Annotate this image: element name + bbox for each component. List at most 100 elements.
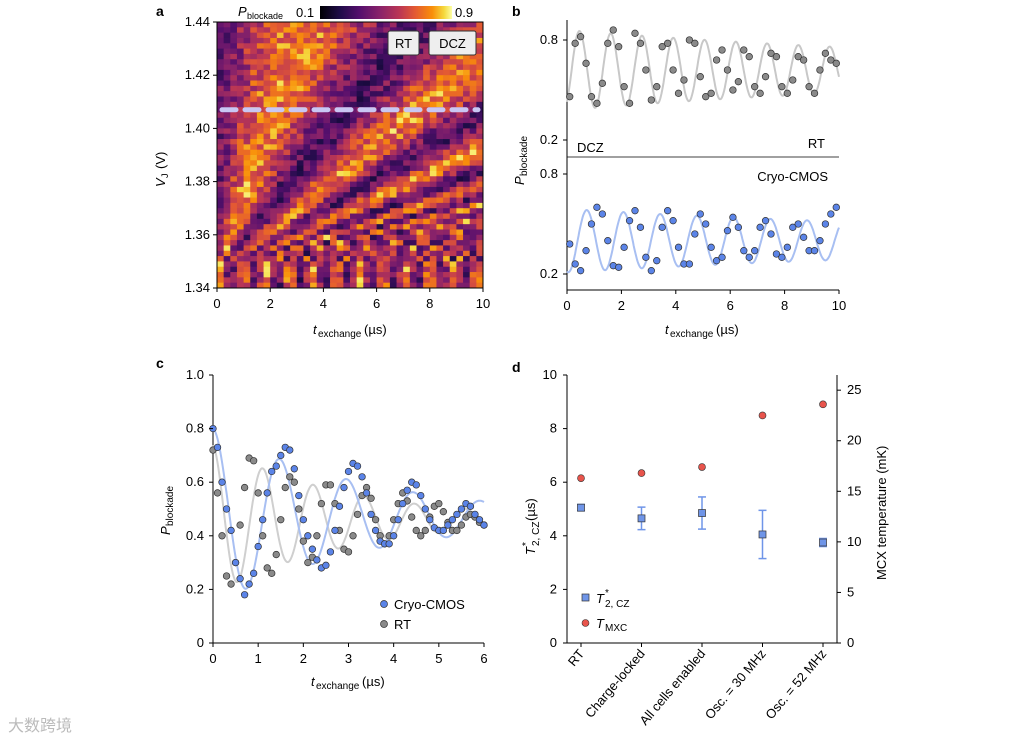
heatmap-cell — [363, 229, 371, 236]
heatmap-cell — [403, 282, 411, 289]
heatmap-cell — [409, 176, 417, 182]
c-ytick-label: 1.0 — [186, 367, 204, 382]
heatmap-cell — [283, 48, 291, 55]
heatmap-cell — [283, 22, 291, 28]
heatmap-cell — [343, 59, 351, 65]
heatmap-cell — [436, 250, 444, 257]
heatmap-cell — [383, 144, 391, 151]
a-xtick-label: 2 — [267, 296, 274, 311]
heatmap-cell — [330, 128, 338, 135]
heatmap-cell — [443, 213, 451, 220]
heatmap-cell — [263, 240, 271, 246]
heatmap-cell — [243, 208, 251, 214]
heatmap-cell — [369, 48, 377, 55]
heatmap-cell — [223, 80, 231, 87]
heatmap-cell — [250, 266, 258, 273]
heatmap-cell — [330, 192, 338, 198]
heatmap-cell — [403, 149, 411, 156]
heatmap-cell — [476, 128, 484, 135]
heatmap-cell — [263, 277, 271, 284]
heatmap-cell — [316, 160, 324, 167]
heatmap-cell — [409, 91, 417, 97]
heatmap-cell — [316, 229, 324, 236]
heatmap-cell — [436, 170, 444, 177]
heatmap-cell — [250, 144, 258, 151]
heatmap-cell — [429, 170, 437, 177]
a-xlabel-sub: exchange — [318, 329, 362, 340]
heatmap-cell — [403, 59, 411, 65]
heatmap-cell — [310, 85, 318, 92]
b-bottom-point — [620, 243, 628, 251]
heatmap-cell — [303, 250, 311, 257]
heatmap-cell — [343, 101, 351, 108]
heatmap-cell — [336, 261, 344, 268]
heatmap-cell — [403, 64, 411, 71]
heatmap-cell — [416, 266, 424, 273]
heatmap-cell — [369, 186, 377, 193]
heatmap-cell — [476, 27, 484, 34]
heatmap-cell — [316, 272, 324, 278]
heatmap-cell — [356, 101, 364, 108]
c-point-rt — [259, 532, 267, 540]
heatmap-cell — [310, 197, 318, 204]
b-ytick-label: 0.2 — [540, 266, 558, 281]
heatmap-cell — [463, 261, 471, 268]
heatmap-cell — [250, 128, 258, 135]
c-point-rt — [286, 473, 294, 481]
heatmap-cell — [463, 144, 471, 151]
heatmap-cell — [429, 27, 437, 34]
heatmap-cell — [396, 181, 404, 188]
heatmap-cell — [409, 112, 417, 119]
heatmap-cell — [403, 133, 411, 140]
heatmap-cell — [276, 155, 284, 161]
heatmap-cell — [236, 202, 244, 209]
heatmap-cell — [443, 234, 451, 241]
heatmap-cell — [250, 85, 258, 92]
heatmap-cell — [263, 165, 271, 172]
heatmap-cell — [409, 170, 417, 177]
heatmap-cell — [389, 53, 397, 60]
heatmap-cell — [443, 186, 451, 193]
heatmap-cell — [350, 123, 358, 129]
heatmap-cell — [263, 149, 271, 156]
heatmap-cell — [356, 53, 364, 60]
heatmap-cell — [443, 69, 451, 76]
heatmap-cell — [263, 208, 271, 214]
heatmap-cell — [323, 181, 331, 188]
b-top-point — [712, 56, 721, 64]
heatmap-cell — [396, 85, 404, 92]
heatmap-cell — [350, 256, 358, 262]
a-ylabel-main: V — [153, 177, 168, 187]
heatmap-cell — [403, 250, 411, 257]
heatmap-cell — [429, 266, 437, 273]
heatmap-cell — [236, 96, 244, 103]
heatmap-cell — [243, 165, 251, 172]
heatmap-cell — [350, 37, 358, 44]
heatmap-cell — [303, 272, 311, 278]
heatmap-cell — [217, 160, 225, 167]
heatmap-cell — [456, 224, 464, 230]
c-point-rt — [371, 516, 380, 524]
heatmap-cell — [449, 128, 457, 135]
heatmap-cell — [310, 128, 318, 135]
heatmap-cell — [310, 245, 318, 252]
heatmap-cell — [416, 186, 424, 193]
heatmap-cell — [323, 139, 331, 145]
heatmap-cell — [449, 117, 457, 124]
b-bottom-point — [691, 230, 699, 238]
heatmap-cell — [356, 186, 364, 193]
heatmap-cell — [250, 208, 258, 214]
heatmap-cell — [476, 272, 484, 278]
heatmap-cell — [310, 192, 318, 198]
heatmap-cell — [290, 32, 298, 39]
heatmap-cell — [223, 192, 231, 198]
heatmap-cell — [449, 155, 457, 161]
heatmap-cell — [243, 96, 251, 103]
heatmap-cell — [416, 128, 424, 135]
b-bottom-point — [767, 230, 775, 238]
heatmap-cell — [217, 149, 225, 156]
heatmap-cell — [263, 48, 271, 55]
heatmap-cell — [409, 218, 417, 225]
heatmap-cell — [403, 234, 411, 241]
heatmap-cell — [403, 266, 411, 273]
